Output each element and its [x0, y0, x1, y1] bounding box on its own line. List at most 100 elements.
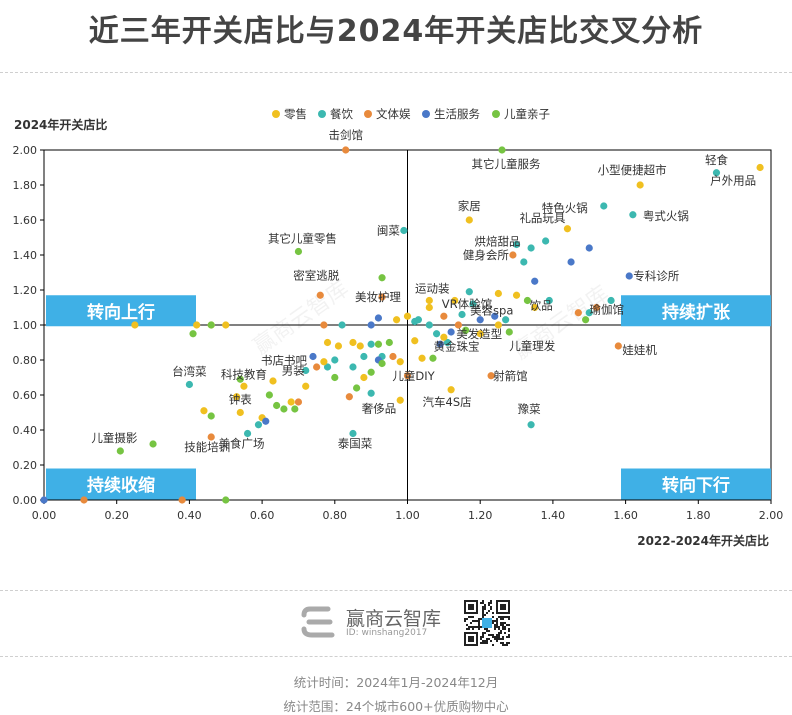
point-label: 豫菜 — [518, 402, 541, 416]
data-point — [469, 300, 477, 308]
data-point — [585, 244, 593, 252]
data-point — [189, 330, 197, 338]
data-point — [378, 274, 386, 282]
data-point — [425, 321, 433, 329]
data-point — [592, 303, 601, 312]
data-point — [436, 340, 444, 348]
data-point — [411, 337, 419, 345]
x-tick-label: 1.20 — [468, 509, 493, 522]
logo-divider-top — [0, 590, 792, 591]
y-axis-title: 2024年开关店比 — [14, 117, 107, 132]
data-point — [374, 314, 383, 322]
x-axis-title: 2022-2024年开关店比 — [637, 533, 769, 548]
y-tick-label: 1.60 — [13, 214, 38, 227]
data-point — [200, 407, 208, 415]
data-point — [494, 321, 502, 329]
data-point — [429, 354, 437, 362]
point-label: 家居 — [458, 199, 481, 213]
data-point — [487, 372, 495, 380]
data-point — [345, 393, 353, 401]
data-point — [454, 321, 462, 329]
point-label: 泰国菜 — [338, 437, 373, 451]
data-point — [629, 211, 637, 219]
point-label: 黄金珠宝 — [433, 340, 479, 354]
point-label: 礼品玩具 — [519, 211, 565, 225]
quadrant-box — [621, 468, 771, 500]
point-label: 瑜伽馆 — [590, 303, 625, 317]
data-point — [574, 309, 582, 317]
data-point — [338, 321, 346, 329]
data-point — [178, 496, 186, 504]
data-point — [403, 312, 412, 320]
legend-marker — [318, 110, 326, 118]
data-point — [320, 321, 328, 329]
point-label: 美食广场 — [219, 437, 265, 451]
point-label: 技能培训 — [184, 440, 230, 454]
point-label: 特色火锅 — [542, 201, 588, 215]
y-tick-label: 0.00 — [13, 494, 38, 507]
data-point — [563, 225, 572, 233]
data-point — [505, 328, 513, 336]
point-label: 汽车4S店 — [423, 395, 472, 409]
data-point — [527, 421, 535, 429]
quadrant-label: 持续扩张 — [662, 302, 731, 323]
data-point — [396, 358, 404, 366]
data-point — [287, 398, 295, 406]
y-tick-label: 1.00 — [13, 319, 38, 332]
data-point — [80, 496, 88, 504]
footer-divider — [0, 656, 792, 657]
data-point — [614, 342, 622, 350]
data-point — [222, 321, 230, 329]
data-point — [193, 321, 201, 329]
data-point — [207, 321, 215, 329]
logo-icon — [301, 606, 335, 638]
data-point — [418, 354, 426, 362]
data-point — [316, 291, 324, 299]
logo-name: 赢商云智库 — [346, 608, 442, 630]
data-point — [476, 316, 484, 324]
data-point — [269, 377, 277, 385]
data-point — [512, 291, 521, 299]
point-label: 美妆护理 — [355, 290, 401, 304]
x-tick-label: 0.20 — [104, 509, 129, 522]
data-point — [309, 352, 317, 361]
point-label: 儿童理发 — [509, 339, 555, 353]
data-point — [367, 340, 375, 348]
x-tick-label: 2.00 — [759, 509, 784, 522]
point-label: 奢侈品 — [362, 401, 397, 415]
quadrant-label: 转向下行 — [662, 475, 730, 496]
data-point — [447, 328, 455, 336]
data-point — [523, 296, 532, 305]
data-point — [636, 181, 644, 189]
quadrant-box — [621, 295, 771, 327]
data-point — [451, 296, 459, 305]
data-point — [582, 316, 590, 324]
data-point — [443, 338, 452, 347]
data-point — [243, 429, 252, 438]
data-point — [403, 372, 412, 380]
point-label: 男装 — [282, 364, 305, 378]
y-tick-label: 1.80 — [13, 179, 38, 192]
data-point — [567, 258, 575, 266]
data-point — [509, 251, 517, 259]
data-point — [425, 303, 433, 312]
data-point — [294, 247, 303, 256]
data-point — [527, 244, 535, 252]
point-label: 击剑馆 — [328, 128, 363, 142]
point-label: 闽菜 — [377, 224, 400, 238]
data-point — [367, 368, 375, 376]
data-point — [462, 326, 470, 334]
page-title: 近三年开关店比与2024年开关店比交叉分析 — [88, 14, 704, 49]
x-tick-label: 0.60 — [250, 509, 275, 522]
data-point — [542, 237, 550, 245]
point-label: 饮品 — [530, 299, 553, 313]
data-point — [222, 496, 230, 504]
data-point — [502, 316, 510, 324]
data-point — [302, 366, 310, 375]
y-tick-label: 0.60 — [13, 389, 38, 402]
data-point — [360, 373, 368, 382]
data-point — [392, 316, 401, 324]
point-label: 钟表 — [229, 393, 252, 407]
data-point — [331, 356, 339, 364]
data-point — [349, 429, 357, 438]
